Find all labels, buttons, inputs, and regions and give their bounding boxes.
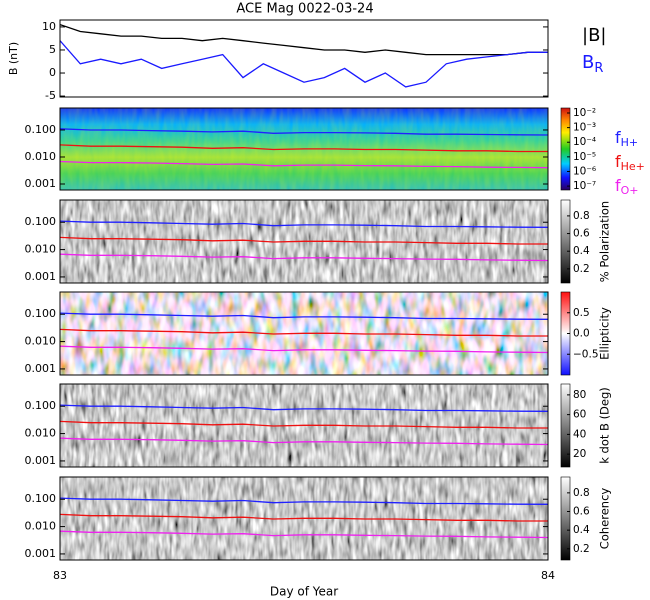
plot-frame (59, 19, 549, 98)
colorbar-label: Ellipticity (598, 307, 612, 360)
colorbar-tick-label: −0.5 (573, 348, 599, 360)
y-tick-label: 5 (49, 43, 56, 56)
plot-frame (59, 199, 549, 284)
colorbar-label: % Polarization (598, 201, 612, 282)
series-line (60, 23, 548, 56)
colorbar (560, 476, 571, 561)
y-tick-label: 10 (42, 20, 56, 33)
colorbar-tick-label: 20 (573, 448, 586, 460)
colorbar-tick-label: 10⁻⁷ (573, 180, 596, 192)
legend-name: B (582, 52, 594, 73)
y-tick-label: 0.010 (25, 335, 57, 348)
legend-entry: fH+ (615, 128, 638, 150)
series-line (60, 220, 548, 228)
y-tick-label: 0.010 (25, 427, 57, 440)
plot-frame (59, 107, 549, 191)
series-line (60, 328, 548, 337)
y-axis-label: B (nT) (7, 42, 20, 75)
y-tick-label: 0.100 (25, 492, 57, 505)
colorbar-tick-label: 10⁻³ (573, 122, 596, 134)
colorbar-label: Coherency (598, 488, 612, 550)
legend-entry: fO+ (615, 176, 639, 198)
series-line (60, 236, 548, 245)
colorbar (560, 107, 571, 191)
series-line (60, 253, 548, 262)
y-tick-label: 0.100 (25, 215, 57, 228)
colorbar-tick-label: 0.2 (573, 543, 590, 555)
plot-frame (59, 291, 549, 376)
series-line (60, 160, 548, 169)
colorbar-tick-label: 40 (573, 428, 586, 440)
colorbar-tick-label: 0.0 (573, 328, 590, 340)
legend-entry: BR (582, 52, 603, 76)
colorbar-tick-label: 10⁻⁵ (573, 151, 596, 163)
legend-subscript: R (594, 61, 603, 76)
colorbar-tick-label: 60 (573, 409, 586, 421)
series-line (60, 530, 548, 539)
legend-name: f (615, 176, 621, 195)
series-line (60, 345, 548, 354)
colorbar-tick-label: 0.4 (573, 524, 590, 536)
legend-subscript: H+ (621, 136, 639, 149)
legend-subscript: He+ (621, 160, 645, 173)
y-tick-label: -5 (45, 89, 56, 102)
y-tick-label: 0.001 (25, 362, 57, 375)
y-tick-label: 0 (49, 66, 56, 79)
colorbar-tick-label: 0.5 (573, 307, 590, 319)
y-tick-label: 0.001 (25, 270, 57, 283)
x-tick-label: 83 (53, 569, 67, 582)
colorbar-tick-label: 10⁻⁴ (573, 136, 596, 148)
chart-title: ACE Mag 0022-03-24 (236, 2, 373, 17)
colorbar-tick-label: 10⁻² (573, 107, 596, 119)
series-line (60, 513, 548, 522)
colorbar-tick-label: 10⁻⁶ (573, 165, 596, 177)
colorbar (560, 383, 571, 468)
y-tick-label: 0.010 (25, 243, 57, 256)
y-tick-label: 0.100 (25, 123, 57, 136)
y-tick-label: 0.001 (25, 547, 57, 560)
colorbar-tick-label: 0.2 (573, 263, 590, 275)
legend-name: |B| (582, 25, 606, 46)
colorbar (560, 199, 571, 284)
y-tick-label: 0.100 (25, 399, 57, 412)
colorbar-label: k dot B (Deg) (598, 387, 612, 464)
legend-entry: |B| (582, 25, 606, 46)
y-tick-label: 0.001 (25, 177, 57, 190)
x-axis-label: Day of Year (270, 585, 338, 599)
y-tick-label: 0.010 (25, 520, 57, 533)
y-tick-label: 0.100 (25, 307, 57, 320)
plot-frame (59, 476, 549, 561)
y-tick-label: 0.001 (25, 454, 57, 467)
series-line (60, 128, 548, 136)
series-line (60, 40, 548, 88)
colorbar-tick-label: 0.8 (573, 210, 590, 222)
series-line (60, 312, 548, 320)
legend-name: f (615, 128, 621, 147)
legend-entry: fHe+ (615, 152, 645, 174)
colorbar-tick-label: 0.8 (573, 487, 590, 499)
legend-subscript: O+ (621, 184, 639, 197)
x-tick-label: 84 (541, 569, 555, 582)
legend-name: f (615, 152, 621, 171)
colorbar-tick-label: 0.6 (573, 228, 590, 240)
colorbar-tick-label: 0.6 (573, 506, 590, 518)
colorbar-tick-label: 0.4 (573, 245, 590, 257)
y-tick-label: 0.010 (25, 150, 57, 163)
series-line (60, 497, 548, 505)
plot-frame (59, 383, 549, 468)
colorbar-tick-label: 80 (573, 389, 586, 401)
series-line (60, 420, 548, 429)
series-line (60, 144, 548, 153)
series-line (60, 437, 548, 446)
series-line (60, 404, 548, 412)
